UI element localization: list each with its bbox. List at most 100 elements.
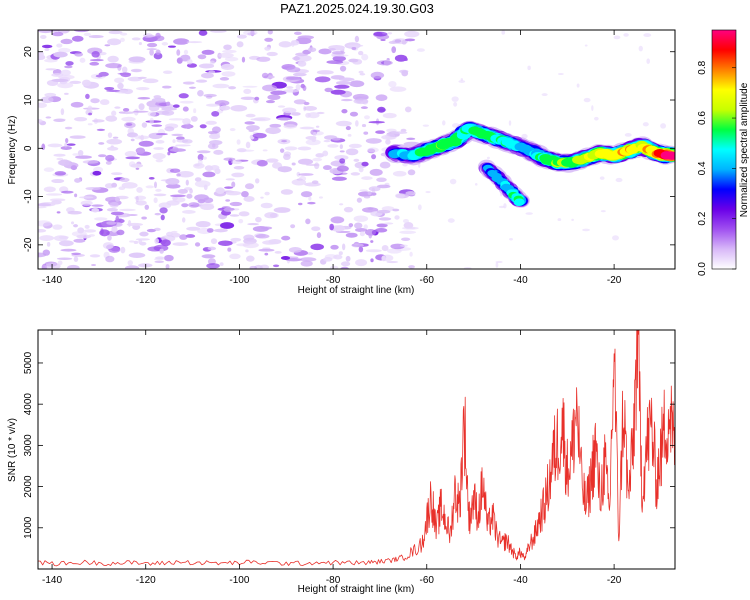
noise-blob xyxy=(268,239,282,245)
noise-blob xyxy=(162,70,173,74)
noise-blob xyxy=(186,58,193,65)
noise-blob xyxy=(158,202,172,209)
noise-blob xyxy=(104,86,115,91)
noise-blob xyxy=(330,216,345,224)
noise-blob xyxy=(183,49,189,55)
noise-blob xyxy=(249,265,257,269)
noise-blob xyxy=(144,204,150,210)
noise-blob xyxy=(300,191,313,198)
noise-blob xyxy=(394,54,408,62)
y-tick-label: 5000 xyxy=(23,351,34,374)
noise-blob xyxy=(243,195,255,202)
noise-blob xyxy=(88,234,96,237)
noise-blob xyxy=(241,56,246,63)
noise-blob xyxy=(225,178,235,181)
noise-blob xyxy=(348,143,362,149)
noise-blob xyxy=(399,230,417,234)
noise-blob xyxy=(541,93,548,97)
noise-blob xyxy=(137,97,151,100)
noise-blob xyxy=(135,200,147,206)
noise-blob xyxy=(176,49,181,56)
noise-blob xyxy=(297,158,314,165)
noise-blob xyxy=(186,226,201,231)
noise-blob xyxy=(246,125,260,131)
noise-blob xyxy=(178,93,189,99)
noise-blob xyxy=(273,264,280,268)
noise-blob xyxy=(106,89,121,93)
noise-blob xyxy=(153,52,163,60)
noise-blob xyxy=(73,224,79,228)
x-tick-label: -120 xyxy=(136,575,156,586)
noise-blob xyxy=(138,103,145,111)
noise-blob xyxy=(283,124,297,129)
noise-blob xyxy=(57,260,63,266)
noise-blob xyxy=(98,154,107,158)
noise-blob xyxy=(262,149,268,152)
noise-blob xyxy=(201,49,215,55)
noise-blob xyxy=(60,38,73,45)
noise-blob xyxy=(71,252,81,256)
noise-blob xyxy=(326,60,344,64)
noise-blob xyxy=(90,98,100,104)
noise-blob xyxy=(111,182,118,188)
noise-blob xyxy=(339,150,345,153)
spectrogram-frame xyxy=(37,29,676,270)
noise-blob xyxy=(351,47,357,50)
noise-blob xyxy=(338,251,343,256)
noise-blob xyxy=(243,88,252,94)
noise-blob xyxy=(425,191,431,194)
noise-blob xyxy=(38,203,52,207)
noise-blob xyxy=(359,73,366,76)
noise-blob xyxy=(166,183,181,189)
noise-blob xyxy=(104,44,111,47)
noise-blob xyxy=(264,46,271,51)
noise-blob xyxy=(105,154,115,162)
noise-blob xyxy=(129,240,135,243)
noise-blob xyxy=(260,196,264,199)
noise-blob xyxy=(242,242,259,249)
noise-blob xyxy=(41,44,53,49)
noise-blob xyxy=(229,253,241,260)
noise-blob xyxy=(197,158,203,166)
noise-blob xyxy=(501,30,506,35)
noise-blob xyxy=(56,257,73,260)
noise-blob xyxy=(106,207,118,212)
noise-blob xyxy=(355,227,368,232)
noise-blob xyxy=(367,191,372,196)
noise-blob xyxy=(265,158,279,163)
noise-blob xyxy=(146,228,156,233)
noise-blob xyxy=(327,144,339,148)
noise-blob xyxy=(293,99,307,105)
colorbar-label: Normalized spectral amplitude xyxy=(739,82,750,217)
noise-blob xyxy=(111,225,118,233)
noise-blob xyxy=(219,262,224,267)
noise-blob xyxy=(112,136,119,139)
noise-blob xyxy=(310,243,324,251)
noise-blob xyxy=(264,37,274,42)
noise-blob xyxy=(299,257,317,262)
noise-blob xyxy=(297,35,315,40)
noise-blob xyxy=(66,143,76,146)
noise-blob xyxy=(270,90,287,95)
noise-blob xyxy=(106,146,119,151)
noise-blob xyxy=(402,219,409,224)
noise-blob xyxy=(169,148,187,152)
noise-blob xyxy=(486,156,490,160)
noise-blob xyxy=(330,265,339,269)
noise-blob xyxy=(284,146,298,151)
noise-blob xyxy=(155,256,165,260)
noise-blob xyxy=(222,49,237,54)
noise-blob xyxy=(135,238,150,241)
noise-blob xyxy=(404,30,420,38)
noise-blob xyxy=(82,160,99,164)
noise-blob xyxy=(230,105,248,112)
noise-blob xyxy=(47,143,63,148)
noise-blob xyxy=(135,167,140,170)
noise-blob xyxy=(314,162,320,170)
noise-blob xyxy=(404,38,416,42)
colorbar-tick-label: 0.0 xyxy=(697,262,708,276)
noise-blob xyxy=(244,183,255,190)
noise-blob xyxy=(115,215,120,223)
noise-blob xyxy=(311,226,321,232)
noise-blob xyxy=(127,260,133,266)
